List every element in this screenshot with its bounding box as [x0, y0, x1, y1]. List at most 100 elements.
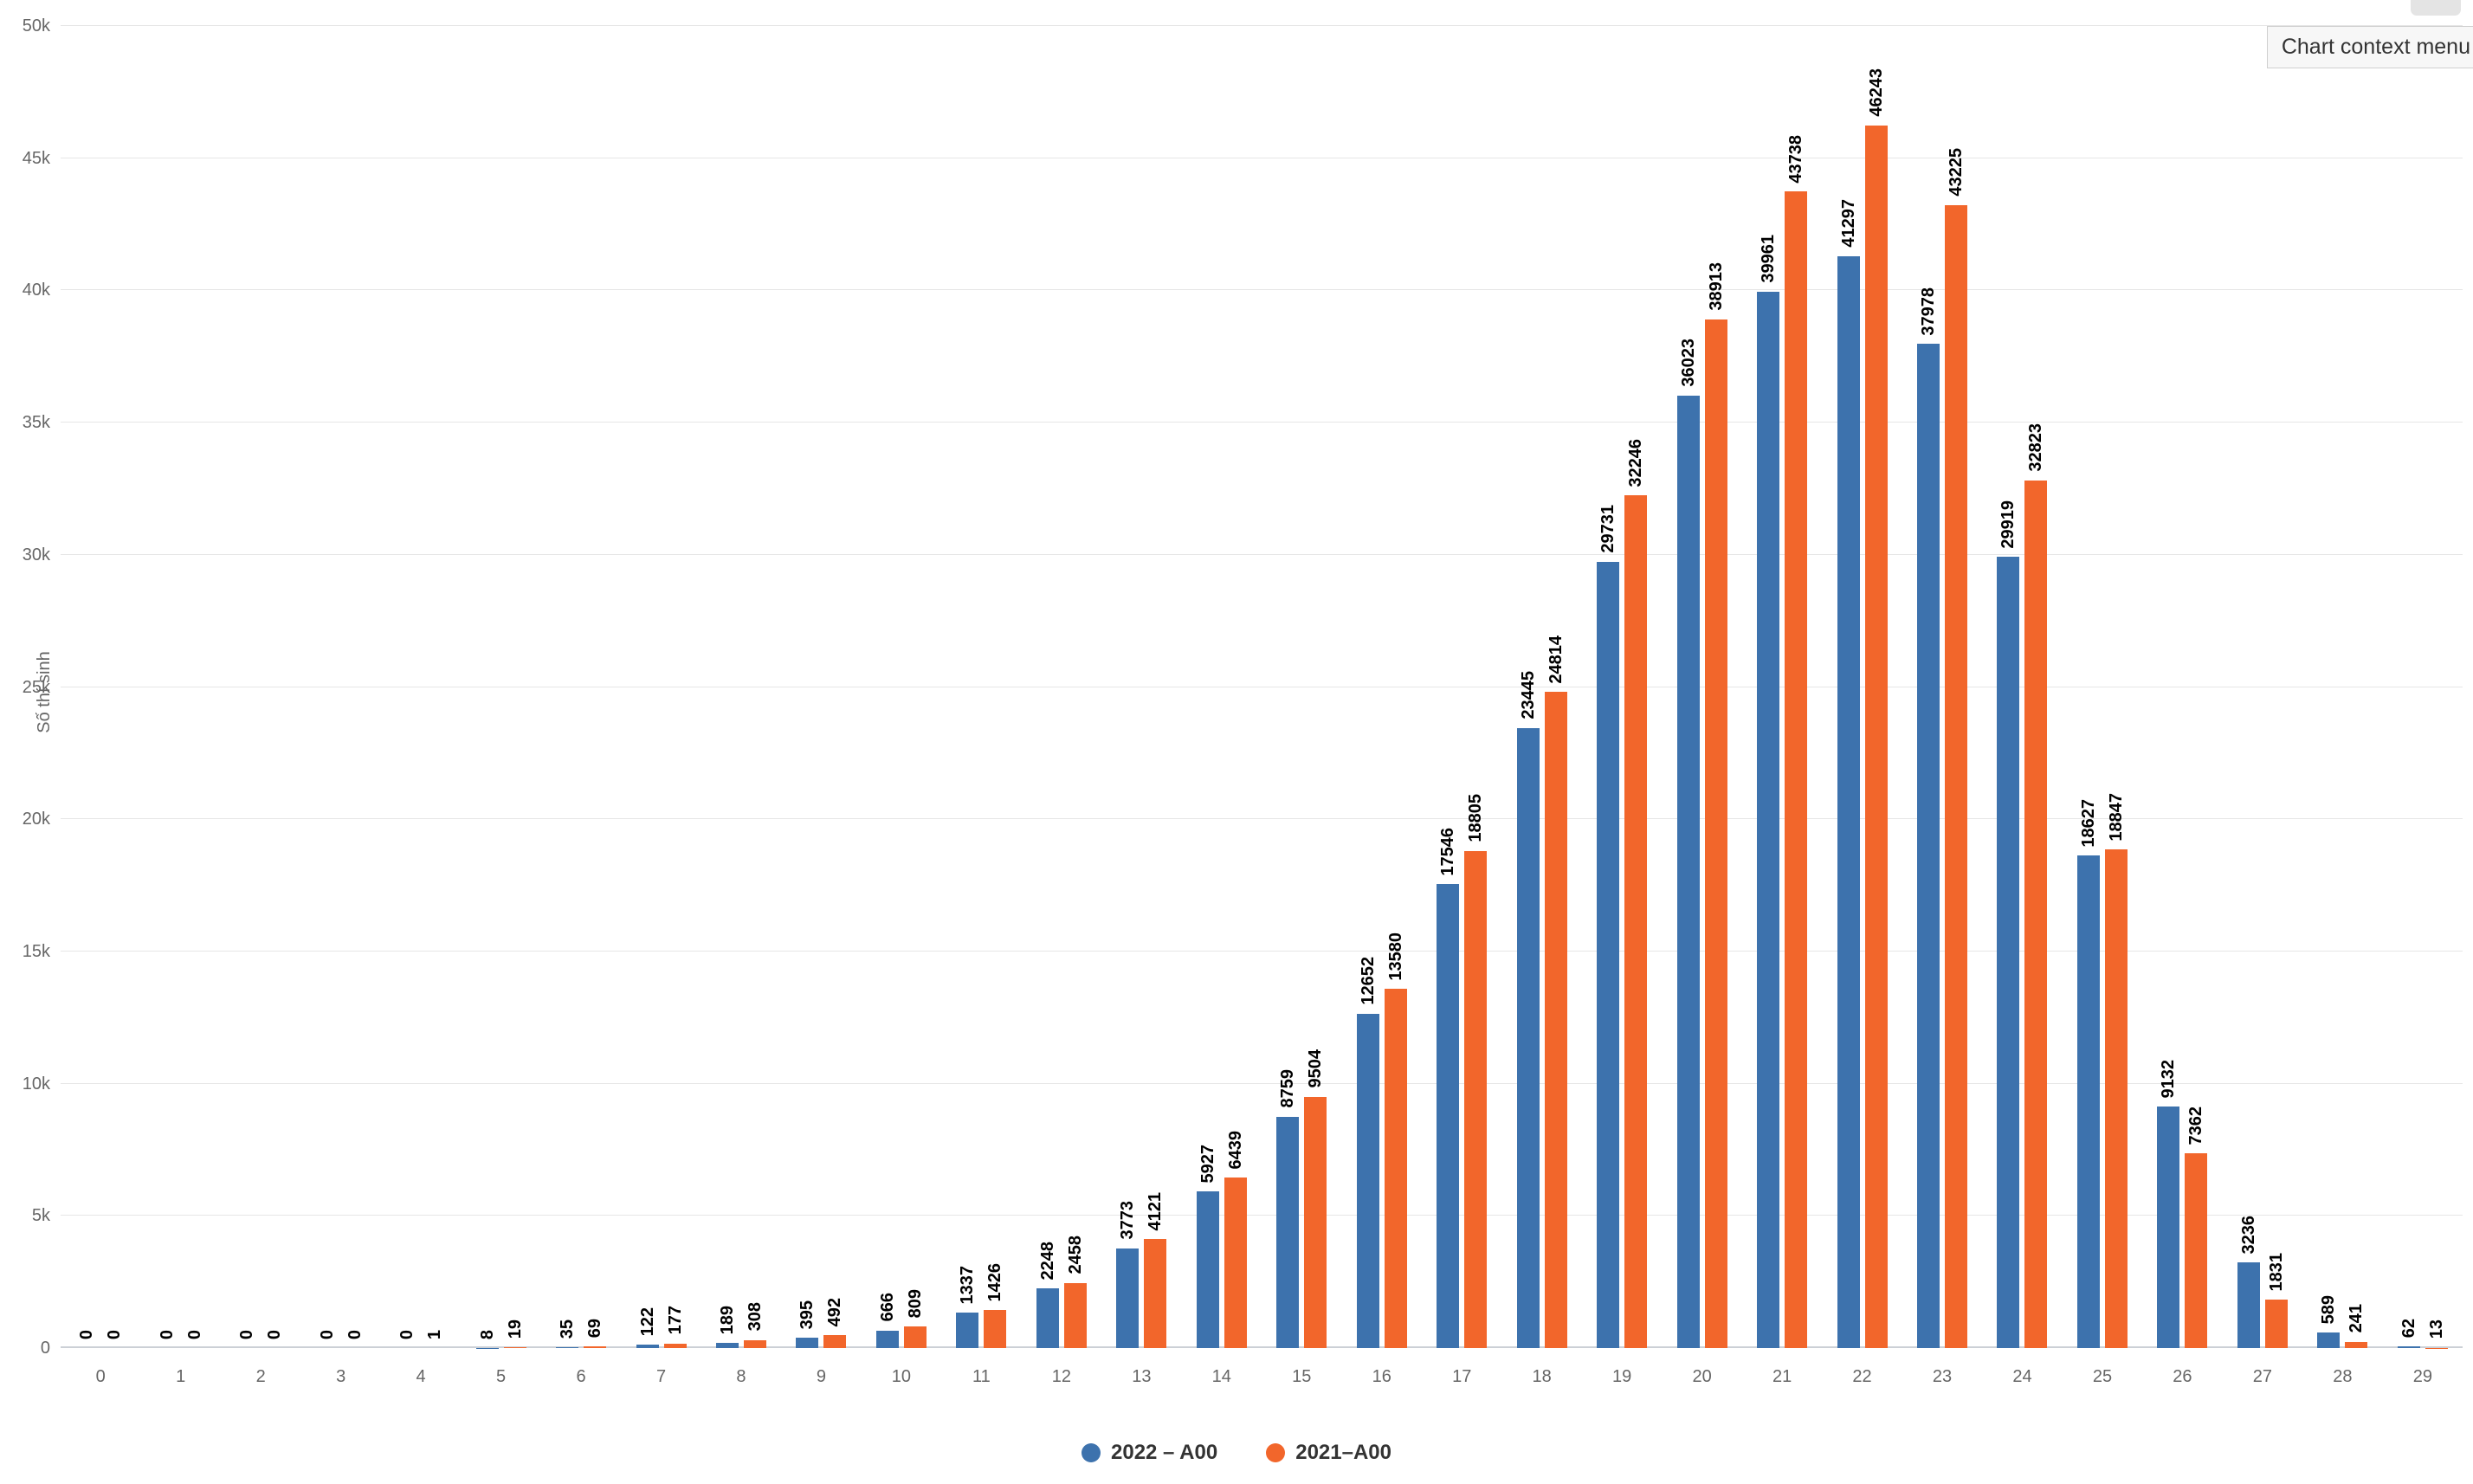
- x-tick-label: 17: [1452, 1367, 1472, 1386]
- bar-2021-a00-x20[interactable]: 38913: [1704, 262, 1727, 1348]
- x-axis: 0 1 2 3 4 5 6 7 8 9 10 11 12 13 14 15 16 17 18 19 20 21 22 23 24…: [61, 1367, 2463, 1387]
- bar-2021-a00-x25[interactable]: 18847: [2104, 793, 2128, 1348]
- x-tick-label: 27: [2252, 1367, 2273, 1386]
- y-tick-label: 50k: [22, 16, 50, 35]
- gridline: [61, 818, 2463, 820]
- gridline: [61, 289, 2463, 291]
- y-axis-title: Số thí sinh: [34, 651, 54, 734]
- bar-2021-a00-x27[interactable]: 1831: [2264, 1253, 2288, 1348]
- bar-2022-a00-x24[interactable]: 29919: [1997, 500, 2020, 1348]
- bar-2022-a00-x26[interactable]: 9132: [2157, 1060, 2180, 1348]
- category-group-27: 3236 1831: [2223, 26, 2302, 1348]
- y-tick-label: 40k: [22, 281, 50, 300]
- bar-value-label: 177: [665, 1306, 685, 1335]
- bar-2021-a00-x28[interactable]: 241: [2345, 1304, 2368, 1348]
- bar-2022-a00-x8[interactable]: 189: [715, 1306, 739, 1348]
- bar-2021-a00-x7[interactable]: 177: [663, 1306, 687, 1348]
- x-tick-label: 28: [2333, 1367, 2353, 1386]
- legend-marker-icon: [1266, 1443, 1286, 1462]
- bar-2022-a00-x12[interactable]: 2248: [1036, 1242, 1059, 1348]
- bar-2022-a00-x14[interactable]: 5927: [1196, 1145, 1219, 1348]
- bar-value-label: 37978: [1919, 287, 1939, 336]
- x-tick-label: 23: [1932, 1367, 1953, 1386]
- bar-2021-a00-x23[interactable]: 43225: [1945, 148, 1968, 1348]
- bar-2022-a00-x20[interactable]: 36023: [1676, 339, 1700, 1348]
- y-tick-label: 35k: [22, 413, 50, 433]
- bar-2021-a00-x17[interactable]: 18805: [1464, 794, 1488, 1348]
- bar-2021-a00-x18[interactable]: 24814: [1544, 636, 1567, 1348]
- bar-2021-a00-x9[interactable]: 492: [823, 1298, 847, 1348]
- bar-2021-a00-x10[interactable]: 809: [903, 1289, 927, 1348]
- bar-2022-a00-x23[interactable]: 37978: [1917, 287, 1940, 1348]
- bar-2021-a00-x8[interactable]: 308: [743, 1302, 766, 1348]
- bar-2022-a00-x25[interactable]: 18627: [2076, 799, 2100, 1348]
- bar-value-label: 8759: [1278, 1069, 1298, 1108]
- bar-2021-a00-x22[interactable]: 46243: [1864, 68, 1888, 1348]
- bar-value-label: 4121: [1146, 1191, 1165, 1231]
- category-group-21: 39961 43738: [1742, 26, 1822, 1348]
- bar-2022-a00-x21[interactable]: 39961: [1757, 235, 1780, 1348]
- chart-context-menu-button[interactable]: [2411, 0, 2461, 16]
- gridline: [61, 950, 2463, 952]
- bar-2021-a00-x13[interactable]: 4121: [1144, 1192, 1167, 1348]
- bar-2022-a00-x7[interactable]: 122: [636, 1307, 659, 1348]
- legend-item-2022-a00[interactable]: 2022 – A00: [1082, 1441, 1217, 1465]
- bar-2022-a00-x19[interactable]: 29731: [1597, 505, 1620, 1348]
- bar-value-label: 0: [184, 1329, 204, 1339]
- bar-2022-a00-x28[interactable]: 589: [2317, 1295, 2341, 1348]
- x-tick-label: 26: [2173, 1367, 2192, 1386]
- category-group-29: 62 13: [2383, 26, 2463, 1348]
- bar-2022-a00-x11[interactable]: 1337: [956, 1266, 979, 1348]
- bar-2021-a00-x15[interactable]: 9504: [1304, 1049, 1327, 1348]
- category-group-13: 3773 4121: [1101, 26, 1181, 1348]
- bar-value-label: 0: [105, 1329, 125, 1339]
- y-tick-label: 0: [40, 1339, 50, 1358]
- bar-2021-a00-x24[interactable]: 32823: [2024, 423, 2048, 1348]
- category-group-14: 5927 6439: [1182, 26, 1262, 1348]
- bar-value-label: 809: [905, 1288, 925, 1319]
- bar-value-label: 69: [585, 1318, 605, 1338]
- y-tick-label: 25k: [22, 677, 50, 697]
- bar-2022-a00-x29[interactable]: 62: [2397, 1319, 2420, 1348]
- bar-2022-a00-x27[interactable]: 3236: [2237, 1216, 2260, 1348]
- bar-value-label: 492: [825, 1297, 845, 1326]
- bar-2021-a00-x12[interactable]: 2458: [1063, 1236, 1087, 1348]
- bar-value-label: 2458: [1065, 1236, 1085, 1274]
- gridline: [61, 422, 2463, 423]
- bar-2021-a00-x5[interactable]: 19: [503, 1319, 526, 1348]
- bar-value-label: 43738: [1786, 134, 1806, 184]
- bar-2021-a00-x21[interactable]: 43738: [1785, 135, 1808, 1348]
- category-group-16: 12652 13580: [1342, 26, 1422, 1348]
- bar-2022-a00-x16[interactable]: 12652: [1356, 957, 1379, 1348]
- bar-2022-a00-x22[interactable]: 41297: [1837, 199, 1860, 1348]
- bar-2022-a00-x17[interactable]: 17546: [1437, 828, 1460, 1348]
- bar-value-label: 0: [265, 1329, 285, 1339]
- bar-value-label: 9132: [2159, 1059, 2179, 1099]
- category-group-19: 29731 32246: [1582, 26, 1662, 1348]
- bar-2021-a00-x11[interactable]: 1426: [984, 1263, 1007, 1348]
- bar-2021-a00-x6[interactable]: 69: [584, 1319, 607, 1348]
- bar-2022-a00-x6[interactable]: 35: [556, 1319, 579, 1348]
- bar-value-label: 2248: [1037, 1241, 1057, 1281]
- x-tick-label: 10: [891, 1367, 912, 1386]
- bar-2022-a00-x18[interactable]: 23445: [1516, 671, 1540, 1348]
- bar-2021-a00-x16[interactable]: 13580: [1384, 932, 1407, 1348]
- bar-value-label: 43225: [1947, 148, 1966, 197]
- bar-value-label: 5927: [1198, 1144, 1217, 1184]
- x-tick-label: 15: [1292, 1367, 1312, 1386]
- bar-value-label: 3236: [2238, 1215, 2258, 1255]
- bar-value-label: 0: [157, 1329, 177, 1339]
- x-tick-label: 11: [972, 1367, 991, 1386]
- bar-2021-a00-x14[interactable]: 6439: [1224, 1131, 1247, 1348]
- bar-2021-a00-x26[interactable]: 7362: [2185, 1107, 2208, 1348]
- bar-2022-a00-x10[interactable]: 666: [875, 1293, 899, 1348]
- legend-item-2021-a00[interactable]: 2021–A00: [1266, 1441, 1391, 1465]
- bar-2022-a00-x15[interactable]: 8759: [1276, 1069, 1300, 1348]
- bar-2022-a00-x9[interactable]: 395: [796, 1300, 819, 1348]
- bar-2021-a00-x19[interactable]: 32246: [1624, 439, 1648, 1348]
- bar-2022-a00-x13[interactable]: 3773: [1116, 1201, 1140, 1348]
